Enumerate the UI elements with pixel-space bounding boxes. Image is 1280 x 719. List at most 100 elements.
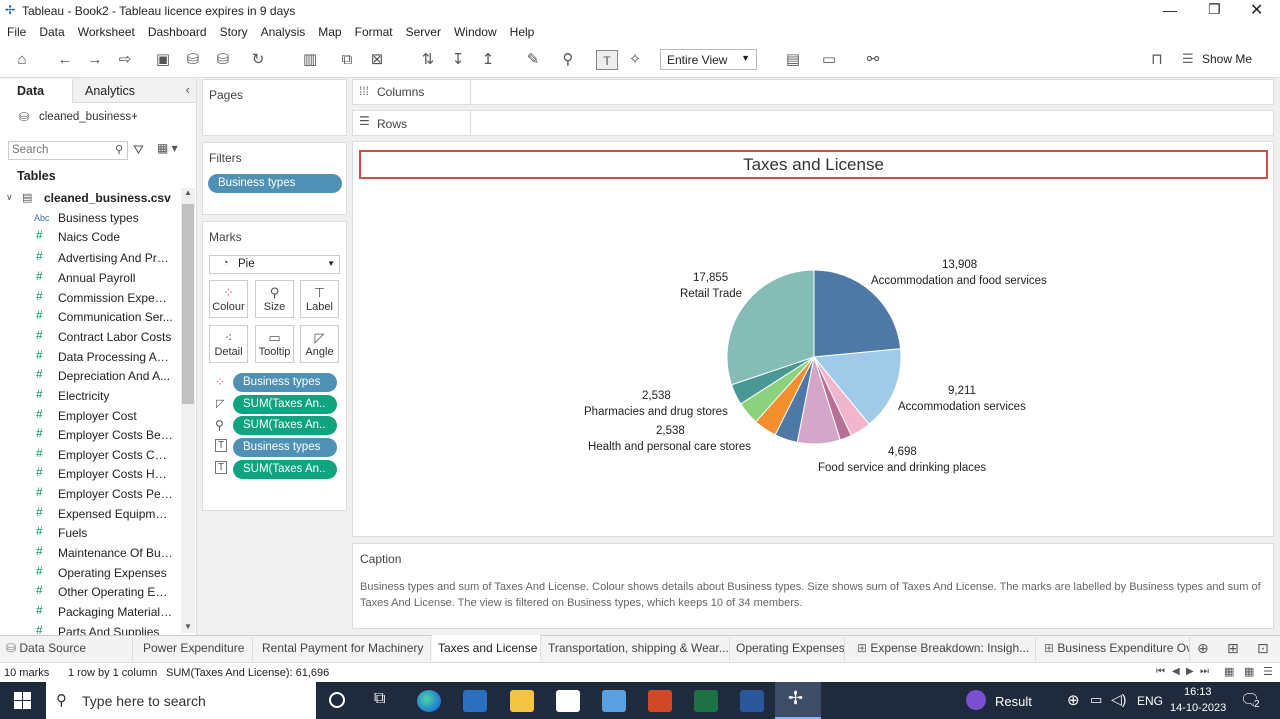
field-item[interactable]: # Employer Cost — [0, 407, 180, 426]
task-view-icon[interactable]: ⧉ — [374, 690, 386, 707]
mark-type-select[interactable]: ◔ Pie ▼ — [209, 255, 340, 274]
nav-prev-icon[interactable]: ◀ — [1172, 666, 1180, 677]
undo-icon[interactable]: ← — [57, 51, 73, 68]
menu-window[interactable]: Window — [453, 25, 497, 39]
filter-icon[interactable]: ⛛ — [133, 142, 144, 157]
menu-server[interactable]: Server — [405, 25, 441, 39]
field-item[interactable]: # Packaging Materials... — [0, 603, 180, 622]
pie-slice[interactable] — [813, 348, 902, 425]
angle-pill[interactable]: SUM(Taxes An.. — [233, 395, 337, 414]
filter-pill[interactable]: Business types — [208, 174, 342, 193]
field-item[interactable]: # Advertising And Pro... — [0, 249, 180, 268]
new-datasource-icon[interactable]: ⛁ — [186, 51, 200, 68]
share-icon[interactable]: ⚯ — [866, 51, 880, 68]
powerpoint-icon[interactable] — [648, 690, 672, 712]
fix-axes-icon[interactable]: ✧ — [628, 51, 642, 68]
result-label[interactable]: Result — [995, 694, 1032, 709]
field-item[interactable]: # Employer Costs Hea... — [0, 465, 180, 484]
group-icon[interactable]: ⚲ — [562, 51, 574, 68]
label-pill[interactable]: Business types — [233, 438, 337, 457]
field-item[interactable]: # Electricity — [0, 387, 180, 406]
pages-card[interactable]: Pages — [202, 79, 347, 136]
sort-ascending-icon[interactable]: ↧ — [451, 51, 465, 68]
field-item[interactable]: # Annual Payroll — [0, 269, 180, 288]
presentation-mode-icon[interactable]: ▭ — [821, 51, 837, 68]
menu-data[interactable]: Data — [39, 25, 65, 39]
sort-descending-icon[interactable]: ↥ — [481, 51, 495, 68]
angle-button[interactable]: ◸ Angle — [300, 325, 339, 363]
search-field[interactable] — [12, 144, 108, 156]
replay-icon[interactable]: ⇨ — [118, 51, 132, 68]
pie-slice[interactable] — [813, 269, 902, 358]
tableau-taskbar-icon[interactable]: ✢ — [775, 682, 821, 719]
show-labels-icon[interactable]: T — [596, 50, 618, 70]
filmstrip-icon[interactable]: ▦ — [1224, 666, 1235, 678]
refresh-icon[interactable]: ↻ — [251, 51, 265, 68]
show-me-button[interactable]: ☰ Show Me — [1182, 51, 1262, 69]
detail-button[interactable]: ⁖ Detail — [209, 325, 248, 363]
field-item[interactable]: # Employer Costs Con... — [0, 446, 180, 465]
tab-data[interactable]: Data — [17, 84, 45, 98]
field-item[interactable]: Abc Business types — [0, 209, 180, 228]
save-icon[interactable]: ▣ — [155, 51, 171, 68]
swap-icon[interactable]: ⇅ — [421, 51, 435, 68]
new-dashboard-icon[interactable]: ⊞ — [1227, 640, 1239, 656]
tab-power-expenditure[interactable]: Power Expenditure — [137, 635, 253, 661]
scrollbar[interactable]: ▲ ▼ — [181, 188, 195, 633]
datasource-name[interactable]: cleaned_business+ — [39, 111, 138, 123]
redo-icon[interactable]: → — [87, 51, 103, 68]
nav-next-icon[interactable]: ▶ — [1186, 666, 1194, 677]
duplicate-icon[interactable]: ⧉ — [341, 51, 353, 68]
field-item[interactable]: # Maintenance Of Buil... — [0, 544, 180, 563]
tab-transportation[interactable]: Transportation, shipping & Wear... — [542, 635, 730, 661]
menu-map[interactable]: Map — [318, 25, 342, 39]
rows-shelf[interactable]: ☰ Rows — [352, 110, 1274, 136]
field-item[interactable]: # Data Processing An... — [0, 348, 180, 367]
menu-file[interactable]: File — [7, 25, 27, 39]
field-item[interactable]: # Employer Costs Pen... — [0, 485, 180, 504]
field-item[interactable]: # Operating Expenses — [0, 564, 180, 583]
new-worksheet-icon[interactable]: ▥ — [302, 51, 318, 68]
notepad-icon[interactable] — [602, 690, 626, 712]
field-item[interactable]: # Fuels — [0, 524, 180, 543]
mail-icon[interactable] — [556, 690, 580, 712]
file-explorer-icon[interactable] — [510, 690, 534, 712]
clock-time[interactable]: 16:13 — [1184, 686, 1212, 698]
result-icon[interactable] — [966, 690, 986, 710]
close-icon[interactable]: ✕ — [1250, 2, 1264, 19]
tab-expense-breakdown[interactable]: ⊞ Expense Breakdown: Insigh... — [851, 635, 1036, 661]
excel-icon[interactable] — [694, 690, 718, 712]
menu-format[interactable]: Format — [354, 25, 393, 39]
scroll-up-icon[interactable]: ▲ — [184, 188, 192, 197]
tab-analytics[interactable]: Analytics ‹ — [72, 79, 196, 103]
field-item[interactable]: # Expensed Equipmen... — [0, 505, 180, 524]
view-options-icon[interactable]: ▦ ▾ — [157, 141, 178, 155]
menu-analysis[interactable]: Analysis — [260, 25, 306, 39]
pie-slice[interactable] — [726, 269, 815, 386]
field-item[interactable]: # Commission Expens... — [0, 289, 180, 308]
restore-icon[interactable]: ❐ — [1208, 1, 1221, 17]
list-view-icon[interactable]: ☰ — [1263, 666, 1273, 678]
tab-data-source[interactable]: ⛁ Data Source — [0, 635, 133, 661]
size-button[interactable]: ⚲ Size — [255, 280, 294, 318]
size-pill[interactable]: SUM(Taxes An.. — [233, 416, 337, 435]
tab-operating-expenses[interactable]: Operating Expenses — [730, 635, 845, 661]
taskbar-search[interactable]: ⚲ Type here to search — [46, 682, 316, 719]
expand-icon[interactable]: ∨ — [6, 192, 13, 202]
field-item[interactable]: # Communication Ser... — [0, 308, 180, 327]
columns-shelf[interactable]: ⁞⁞⁞ Columns — [352, 79, 1274, 105]
collapse-icon[interactable]: ‹ — [185, 82, 190, 97]
home-icon[interactable]: ⌂ — [17, 51, 27, 68]
new-story-icon[interactable]: ⊡ — [1257, 640, 1269, 656]
volume-icon[interactable]: ◁) — [1111, 691, 1127, 707]
field-item[interactable]: # Depreciation And A... — [0, 367, 180, 386]
field-item[interactable]: # Naics Code — [0, 228, 180, 247]
colour-button[interactable]: ⁘ Colour — [209, 280, 248, 318]
new-worksheet-icon[interactable]: ⊕ — [1197, 640, 1209, 656]
menu-story[interactable]: Story — [219, 25, 248, 39]
language-indicator[interactable]: ENG — [1137, 694, 1164, 708]
cortana-icon[interactable] — [329, 692, 345, 708]
colour-pill[interactable]: Business types — [233, 373, 337, 392]
pause-updates-icon[interactable]: ⛁ — [216, 51, 230, 68]
field-item[interactable]: # Parts And Supplies — [0, 623, 180, 635]
